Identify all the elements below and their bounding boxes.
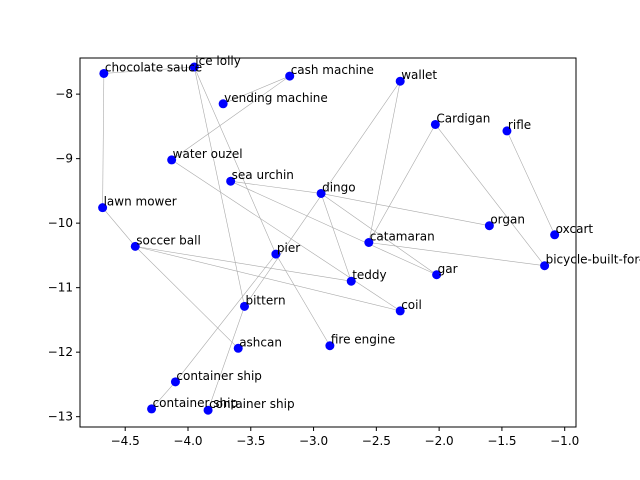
x-tick-label: −1.0 — [550, 434, 579, 448]
edge-line — [102, 73, 105, 208]
point-label: cash machine — [291, 63, 374, 77]
edge-line — [102, 207, 136, 247]
data-point — [430, 119, 440, 129]
edge-line — [103, 66, 195, 74]
point-label: water ouzel — [173, 147, 243, 161]
point-label: lawn mower — [104, 195, 177, 209]
points-layer — [98, 62, 560, 415]
point-label: Cardigan — [436, 111, 490, 125]
edge-line — [135, 246, 401, 312]
data-point — [189, 62, 199, 72]
data-point — [316, 188, 326, 198]
point-label: ice lolly — [195, 54, 241, 68]
data-point — [395, 76, 405, 86]
data-point — [395, 306, 405, 316]
x-tick-label: −2.5 — [362, 434, 391, 448]
point-label: wallet — [401, 68, 437, 82]
x-tick-label: −4.0 — [173, 434, 202, 448]
point-label: teddy — [352, 268, 386, 282]
edge-line — [435, 124, 545, 266]
data-point — [218, 99, 228, 109]
data-point — [98, 203, 108, 213]
y-axis-ticks: −13 −12 −11 −10 −9 −8 — [48, 87, 80, 424]
data-point — [99, 68, 109, 78]
x-tick-label: −3.0 — [299, 434, 328, 448]
data-point — [167, 155, 177, 165]
data-point — [147, 404, 157, 414]
point-label: oxcart — [556, 222, 594, 236]
x-tick-label: −4.5 — [111, 434, 140, 448]
data-point — [285, 71, 295, 81]
data-point — [203, 405, 213, 415]
y-tick-label: −8 — [55, 87, 73, 101]
edge-line — [135, 246, 239, 349]
data-point — [271, 249, 281, 259]
y-tick-label: −12 — [48, 345, 73, 359]
point-label: coil — [401, 298, 422, 312]
point-label: fire engine — [331, 333, 395, 347]
edge-line — [506, 130, 555, 235]
point-label: pier — [277, 241, 300, 255]
y-tick-label: −10 — [48, 216, 73, 230]
edge-line — [321, 193, 490, 227]
point-label: gar — [438, 262, 458, 276]
data-point — [233, 343, 243, 353]
edge-line — [223, 75, 290, 105]
y-tick-label: −13 — [48, 410, 73, 424]
data-point — [226, 176, 236, 186]
edge-line — [135, 246, 352, 282]
y-tick-label: −11 — [48, 281, 73, 295]
point-label: container ship — [153, 396, 238, 410]
data-point — [130, 241, 140, 251]
point-label: dingo — [322, 180, 356, 194]
data-point — [432, 270, 442, 280]
edge-line — [171, 75, 290, 161]
edge-line — [175, 253, 277, 383]
x-tick-label: −2.0 — [425, 434, 454, 448]
x-tick-label: −3.5 — [236, 434, 265, 448]
axes-frame — [79, 57, 577, 428]
data-point — [484, 221, 494, 231]
edge-line — [193, 66, 245, 307]
x-tick-label: −1.5 — [487, 434, 516, 448]
edge-line — [320, 193, 437, 276]
data-point — [540, 261, 550, 271]
data-point — [364, 238, 374, 247]
point-label: container ship — [209, 397, 294, 411]
data-point — [325, 341, 335, 351]
edge-line — [230, 180, 437, 276]
edge-line — [230, 180, 322, 194]
point-label: catamaran — [370, 230, 435, 244]
edge-line — [275, 253, 331, 346]
edge-line — [171, 159, 401, 312]
data-point — [239, 301, 249, 311]
y-tick-label: −9 — [55, 152, 73, 166]
point-label: container ship — [176, 369, 261, 383]
data-point — [550, 230, 560, 240]
point-label: bicycle-built-for-two — [546, 253, 640, 267]
edge-line — [207, 306, 245, 411]
data-point — [502, 126, 512, 136]
point-label: bittern — [245, 293, 285, 307]
point-label: organ — [490, 213, 525, 227]
point-label: chocolate sauce — [105, 60, 202, 74]
data-point — [170, 377, 180, 387]
edge-line — [368, 124, 436, 243]
edge-line — [320, 193, 352, 282]
point-label: soccer ball — [136, 233, 201, 247]
x-axis-ticks: −4.5 −4.0 −3.5 −3.0 −2.5 −2.0 −1.5 −1.0 — [111, 427, 579, 448]
point-label: rifle — [508, 118, 531, 132]
edge-line — [193, 66, 277, 255]
edge-line — [151, 381, 176, 410]
edge-line — [368, 242, 545, 267]
edge-line — [368, 81, 401, 243]
point-label: ashcan — [239, 335, 282, 349]
data-point — [346, 276, 356, 286]
point-label: vending machine — [224, 91, 328, 105]
point-label: sea urchin — [232, 168, 294, 182]
